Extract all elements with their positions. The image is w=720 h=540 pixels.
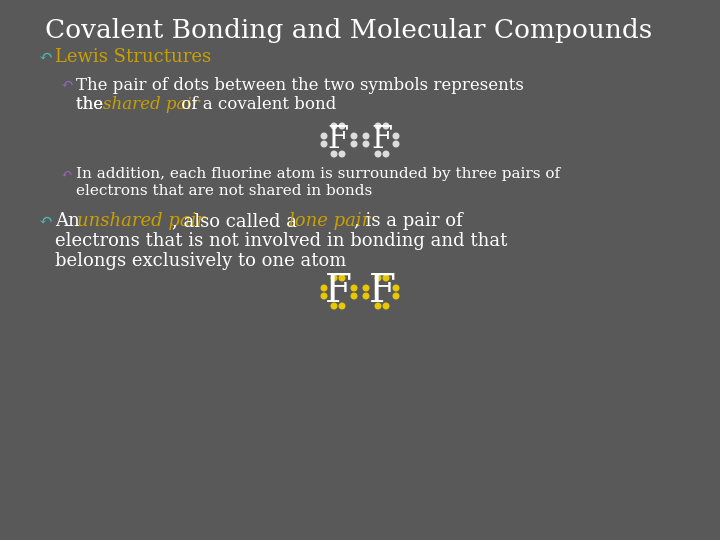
Text: , is a pair of: , is a pair of xyxy=(354,212,463,230)
Text: Lewis Structures: Lewis Structures xyxy=(55,48,211,66)
Text: An: An xyxy=(55,212,86,230)
Circle shape xyxy=(351,141,357,147)
Text: the: the xyxy=(76,96,109,113)
Circle shape xyxy=(339,275,345,281)
Circle shape xyxy=(339,123,345,129)
Circle shape xyxy=(331,303,337,309)
Text: ↶: ↶ xyxy=(60,167,71,181)
Text: Covalent Bonding and Molecular Compounds: Covalent Bonding and Molecular Compounds xyxy=(45,18,652,43)
Text: belongs exclusively to one atom: belongs exclusively to one atom xyxy=(55,252,346,270)
Circle shape xyxy=(339,303,345,309)
Text: ↶: ↶ xyxy=(38,212,52,229)
Circle shape xyxy=(383,151,389,157)
Circle shape xyxy=(351,293,357,299)
Circle shape xyxy=(331,275,337,281)
Text: lone pair: lone pair xyxy=(289,212,370,230)
Circle shape xyxy=(351,133,357,139)
Text: shared pair: shared pair xyxy=(103,96,199,113)
Circle shape xyxy=(321,141,327,147)
Text: F: F xyxy=(369,273,395,310)
Text: F: F xyxy=(372,125,392,156)
Circle shape xyxy=(321,293,327,299)
Text: , also called a: , also called a xyxy=(172,212,302,230)
Text: ↶: ↶ xyxy=(60,77,73,91)
Circle shape xyxy=(339,151,345,157)
Circle shape xyxy=(375,275,381,281)
Circle shape xyxy=(331,151,337,157)
Text: of a covalent bond: of a covalent bond xyxy=(176,96,337,113)
Circle shape xyxy=(363,133,369,139)
Circle shape xyxy=(383,275,389,281)
Circle shape xyxy=(375,123,381,129)
Circle shape xyxy=(351,285,357,291)
Circle shape xyxy=(393,141,399,147)
Text: F: F xyxy=(328,125,348,156)
Circle shape xyxy=(321,133,327,139)
Circle shape xyxy=(375,303,381,309)
Text: F: F xyxy=(325,273,351,310)
Circle shape xyxy=(363,285,369,291)
Circle shape xyxy=(393,293,399,299)
Text: unshared pair: unshared pair xyxy=(77,212,205,230)
Text: electrons that is not involved in bonding and that: electrons that is not involved in bondin… xyxy=(55,232,508,250)
Text: ↶: ↶ xyxy=(38,48,52,65)
Circle shape xyxy=(383,303,389,309)
Text: the: the xyxy=(76,96,109,113)
Circle shape xyxy=(363,293,369,299)
Circle shape xyxy=(393,133,399,139)
Circle shape xyxy=(321,285,327,291)
Circle shape xyxy=(393,285,399,291)
Circle shape xyxy=(375,151,381,157)
Text: electrons that are not shared in bonds: electrons that are not shared in bonds xyxy=(76,184,372,198)
Text: In addition, each fluorine atom is surrounded by three pairs of: In addition, each fluorine atom is surro… xyxy=(76,167,560,181)
Circle shape xyxy=(383,123,389,129)
Text: The pair of dots between the two symbols represents: The pair of dots between the two symbols… xyxy=(76,77,524,94)
Circle shape xyxy=(363,141,369,147)
Circle shape xyxy=(331,123,337,129)
